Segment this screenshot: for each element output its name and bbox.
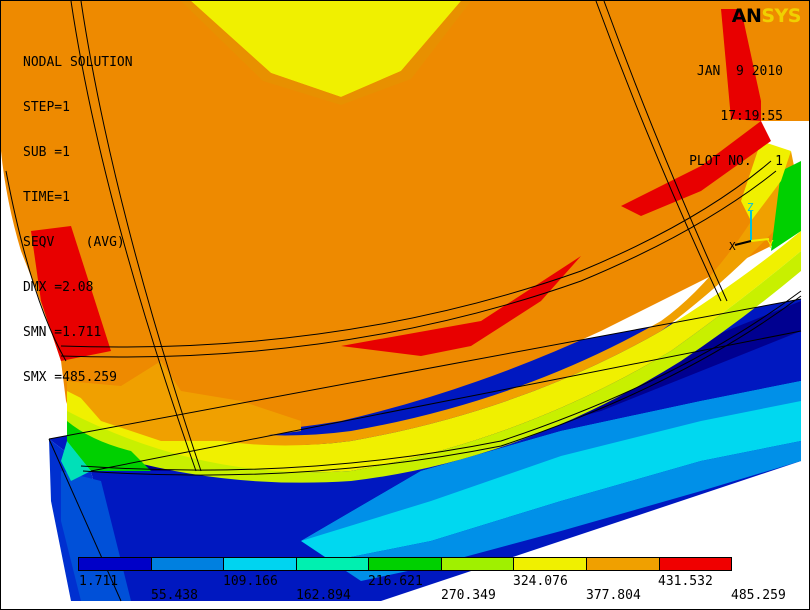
mesh-outlines <box>5 1 802 602</box>
info-line-title: NODAL SOLUTION <box>23 55 133 70</box>
plot-stamp: JAN 9 2010 17:19:55 PLOT NO. 1 <box>689 34 783 199</box>
stamp-time: 17:19:55 <box>720 109 783 124</box>
band-green-left <box>67 421 151 471</box>
lower-orange-lobe <box>66 361 301 441</box>
legend-label-8: 377.804 <box>586 588 641 603</box>
red-center-patch <box>341 256 581 356</box>
legend-swatch-2 <box>151 558 225 570</box>
band-yellowgreen <box>67 251 801 483</box>
red-left-patch <box>31 226 111 361</box>
vessel-body <box>1 1 809 435</box>
yellow-patch-top <box>191 1 461 97</box>
solution-info: NODAL SOLUTION STEP=1 SUB =1 TIME=1 SEQV… <box>23 25 133 415</box>
legend-label-1: 1.711 <box>79 574 119 589</box>
info-line-seqv: SEQV (AVG) <box>23 235 125 250</box>
contour-legend <box>78 557 732 571</box>
legend-label-2: 55.438 <box>151 588 198 603</box>
legend-label-9: 431.532 <box>658 574 713 589</box>
info-line-time: TIME=1 <box>23 190 70 205</box>
legend-swatch-7 <box>514 558 587 570</box>
legend-label-3: 109.166 <box>223 574 278 589</box>
red-right-patch <box>621 121 771 216</box>
info-line-sub: SUB =1 <box>23 145 70 160</box>
legend-label-10: 485.259 <box>731 588 786 603</box>
info-line-smx: SMX =485.259 <box>23 370 117 385</box>
ansys-logo: ANSYS <box>731 5 802 27</box>
legend-swatch-5 <box>369 558 442 570</box>
legend-swatch-4 <box>296 558 370 570</box>
info-line-step: STEP=1 <box>23 100 70 115</box>
red-right-column <box>721 9 761 121</box>
axis-triad: Z Y X <box>729 201 774 253</box>
triad-z-label: Z <box>747 201 754 214</box>
triad-y-label: Y <box>767 238 774 251</box>
legend-swatch-6 <box>441 558 515 570</box>
legend-swatch-1 <box>79 558 152 570</box>
plate-lightblue-band-2 <box>331 441 801 581</box>
info-line-dmx: DMX =2.08 <box>23 280 94 295</box>
legend-swatch-3 <box>224 558 297 570</box>
right-yellow-strip <box>741 141 791 221</box>
info-line-smn: SMN =1.711 <box>23 325 102 340</box>
triad-x-label: X <box>729 240 736 253</box>
legend-label-4: 162.894 <box>296 588 351 603</box>
plate-lightblue-band <box>301 381 801 541</box>
legend-swatch-8 <box>586 558 660 570</box>
legend-label-6: 270.349 <box>441 588 496 603</box>
band-yellow-lower <box>67 231 801 473</box>
stamp-plot-number: PLOT NO. 1 <box>689 154 783 169</box>
legend-label-7: 324.076 <box>513 574 568 589</box>
stamp-date: JAN 9 2010 <box>696 64 783 79</box>
legend-label-5: 216.621 <box>368 574 423 589</box>
legend-swatch-9 <box>659 558 732 570</box>
orange-darker-top <box>181 1 471 105</box>
right-green-strip <box>771 161 801 251</box>
